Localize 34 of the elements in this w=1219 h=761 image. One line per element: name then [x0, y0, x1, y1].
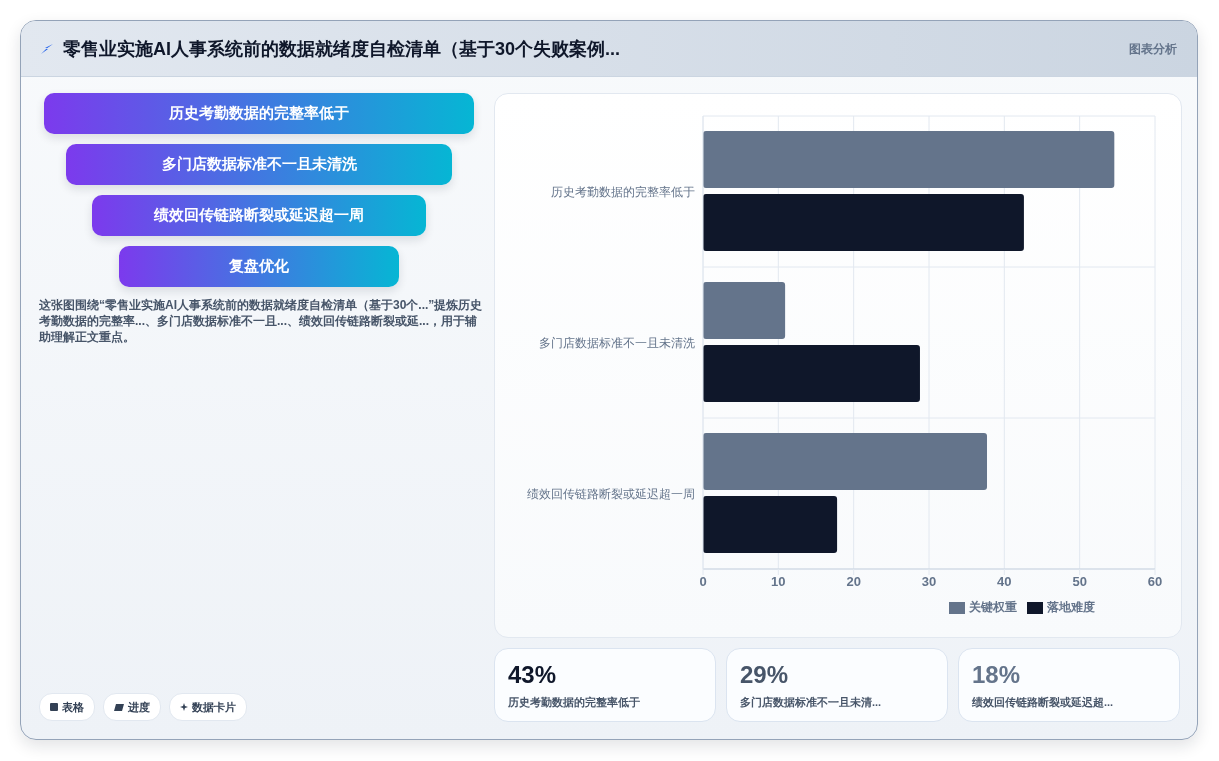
x-tick-label: 60 — [1147, 574, 1163, 590]
y-tick-label: 绩效回传链路断裂或延迟超一周 — [527, 486, 695, 501]
text: 18% — [972, 661, 1021, 689]
text: 表格 — [39, 693, 95, 721]
text: 这张图围绕“零售业实施AI人事系统前的数据就绪度自检清单（基于30个...”提炼历史考勤数据的完整率...、多门店数据标准不一且...、绩效回传链路断裂或延...，用于辅助理解正文重点。 — [39, 297, 484, 345]
text: 零售业实施AI人事系统前的数据就绪度自检清单（基于30个失败案例... — [63, 38, 621, 61]
text: 多门店数据标准不一且未清洗 — [66, 144, 452, 185]
x-tick-label: 50 — [1072, 574, 1087, 590]
bar — [703, 282, 786, 340]
legend-label: 关键权重 — [969, 600, 1017, 614]
text: 绩效回传链路断裂或延迟超... — [972, 695, 1114, 710]
text: 43% — [508, 661, 557, 689]
text: 绩效回传链路断裂或延迟超一周 — [92, 195, 426, 236]
x-tick-label: 0 — [699, 574, 707, 590]
bar — [703, 496, 838, 554]
text: 多门店数据标准不一且未清... — [740, 695, 882, 710]
text: 29% — [740, 661, 789, 689]
text: 历史考勤数据的完整率低于 — [44, 93, 474, 134]
x-tick-label: 30 — [921, 574, 937, 590]
x-tick-label: 10 — [771, 574, 786, 590]
bar — [703, 131, 1115, 189]
text: 进度 — [103, 693, 161, 721]
text: 历史考勤数据的完整率低于 — [508, 695, 640, 710]
y-tick-label: 历史考勤数据的完整率低于 — [551, 184, 695, 199]
legend-label: 落地难度 — [1047, 600, 1095, 614]
bar — [703, 345, 920, 403]
text: 图表分析 — [1129, 41, 1177, 58]
text: 数据卡片 — [169, 693, 247, 721]
bar — [703, 433, 988, 491]
bar — [703, 194, 1024, 252]
x-tick-label: 20 — [846, 574, 861, 590]
y-tick-label: 多门店数据标准不一且未清洗 — [539, 335, 695, 350]
text: 复盘优化 — [119, 246, 399, 287]
x-tick-label: 40 — [997, 574, 1012, 590]
